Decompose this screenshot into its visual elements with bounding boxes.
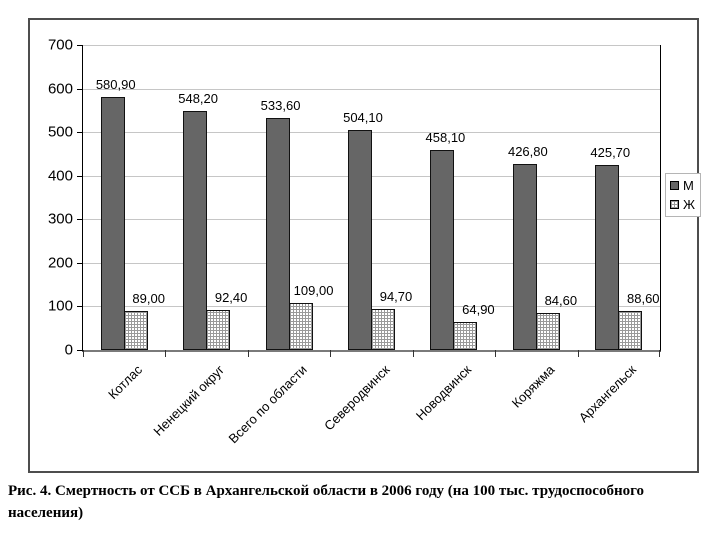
bar-m: 426,80 [508, 144, 548, 350]
category-label: Архангельск [576, 362, 640, 426]
bar-value-label: 426,80 [507, 144, 548, 159]
x-axis-tick [659, 350, 660, 357]
y-axis-tick [77, 306, 83, 308]
y-tick-label: 500 [47, 123, 73, 141]
category-label: Всего по области [225, 362, 310, 447]
category-label: Ненецкий округ [150, 362, 228, 439]
category-label: Новодвинск [413, 362, 475, 424]
legend-item-m: М [670, 179, 695, 192]
bar-m: 458,10 [426, 130, 465, 350]
gridline [83, 45, 660, 46]
y-tick-label: 600 [47, 80, 73, 98]
legend: М Ж [665, 173, 702, 217]
y-axis-tick [77, 262, 83, 264]
y-tick-label: 100 [47, 297, 73, 315]
y-tick-label: 700 [47, 36, 73, 54]
y-axis-tick [77, 88, 83, 90]
x-axis-tick [83, 350, 84, 357]
bar-f: 84,60 [535, 293, 577, 350]
bar-value-label: 533,60 [260, 98, 301, 113]
y-axis-tick [77, 132, 83, 134]
x-axis-tick [330, 350, 332, 357]
bar-f: 92,40 [206, 290, 247, 350]
legend-swatch-f-icon [670, 200, 679, 209]
y-axis-tick [77, 219, 83, 221]
y-tick-label: 0 [64, 341, 73, 359]
gridline [83, 88, 660, 90]
bar-group: 426,80 84,60 [495, 45, 577, 350]
bar-value-label: 548,20 [178, 91, 219, 106]
x-axis-tick [577, 350, 579, 357]
figure-caption: Рис. 4. Смертность от ССБ в Архангельско… [8, 483, 645, 521]
plot-area: 0 100 200 300 400 500 600 700 580,90 89,00 Котлас 5… [48, 37, 661, 446]
bar-value-label: 504,10 [343, 110, 383, 125]
bar-group: 504,10 94,70 [330, 45, 412, 350]
legend-item-f: Ж [670, 198, 695, 211]
bar-m: 425,70 [590, 145, 630, 350]
bar-value-label: 89,00 [132, 291, 165, 306]
bar-group: 458,10 64,90 [413, 45, 495, 350]
bar-value-label: 64,90 [462, 302, 495, 317]
bar-group: 533,60 109,00 [248, 45, 333, 350]
bar-value-label: 109,00 [293, 283, 334, 298]
bar-value-label: 425,70 [590, 145, 631, 160]
legend-swatch-m-icon [670, 181, 679, 190]
x-axis-tick [247, 350, 249, 357]
bar-value-label: 94,70 [379, 289, 413, 304]
legend-label-m: М [683, 178, 694, 193]
bar-f: 94,70 [370, 289, 412, 350]
bar-value-label: 88,60 [626, 291, 660, 306]
bar-value-label: 92,40 [214, 290, 248, 305]
bar-f: 89,00 [123, 291, 165, 350]
bar-group: 548,20 92,40 [165, 45, 247, 350]
bar-m: 533,60 [261, 98, 300, 350]
y-tick-label: 300 [47, 210, 73, 228]
legend-label-f: Ж [683, 197, 696, 212]
bar-m: 548,20 [178, 91, 218, 350]
bar-m: 580,90 [96, 77, 136, 350]
bar-group: 425,70 88,60 [578, 45, 660, 350]
bar-f: 109,00 [288, 283, 333, 350]
bar-f: 64,90 [453, 302, 495, 350]
bar-value-label: 84,60 [544, 293, 578, 308]
y-axis-tick [77, 45, 83, 46]
y-tick-label: 400 [47, 167, 73, 185]
y-axis-tick [77, 350, 83, 351]
bar-m: 504,10 [343, 110, 383, 350]
bar-value-label: 458,10 [425, 130, 466, 145]
category-label: Коряжма [508, 362, 557, 411]
bar-group: 580,90 89,00 [83, 45, 165, 350]
x-axis-tick [412, 350, 414, 357]
category-label: Котлас [104, 362, 145, 402]
x-axis-tick [495, 350, 497, 357]
bar-f: 88,60 [618, 291, 660, 350]
y-tick-label: 200 [47, 254, 73, 272]
x-axis-tick [165, 350, 167, 357]
category-label: Северодвинск [320, 362, 393, 434]
bar-value-label: 580,90 [95, 77, 136, 92]
y-axis-tick [77, 175, 83, 177]
chart-frame: 0 100 200 300 400 500 600 700 580,90 89,00 Котлас 5… [28, 18, 702, 473]
